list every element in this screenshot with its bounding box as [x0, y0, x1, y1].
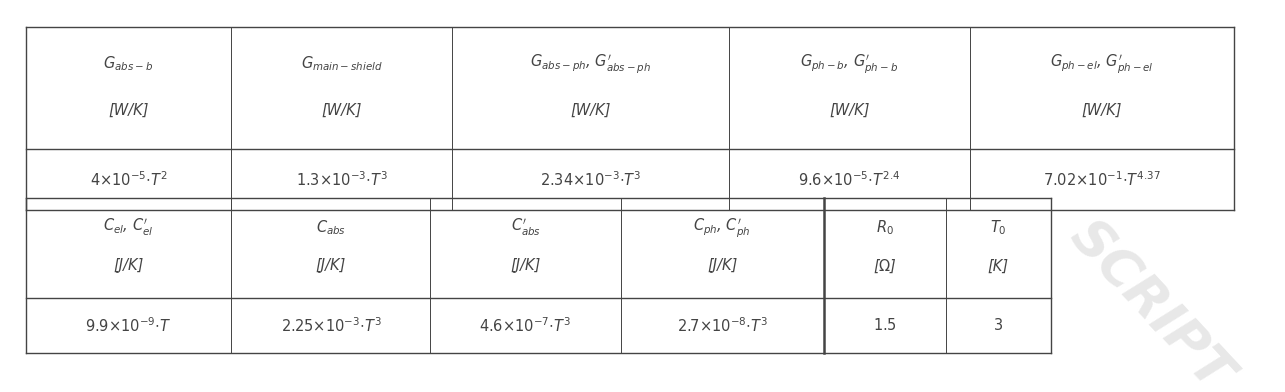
Text: [K]: [K] [988, 258, 1009, 274]
Text: $1.3{\times}10^{-3}{\cdot}T^{3}$: $1.3{\times}10^{-3}{\cdot}T^{3}$ [296, 170, 388, 189]
Text: [W/K]: [W/K] [571, 103, 610, 118]
Text: $C_{ph}$, $C^{\prime}_{ph}$: $C_{ph}$, $C^{\prime}_{ph}$ [694, 216, 750, 240]
Text: $4.6{\times}10^{-7}{\cdot}T^{3}$: $4.6{\times}10^{-7}{\cdot}T^{3}$ [479, 316, 572, 335]
Text: [$\Omega$]: [$\Omega$] [873, 257, 897, 275]
Text: [W/K]: [W/K] [1082, 103, 1122, 118]
Text: [J/K]: [J/K] [113, 258, 144, 274]
Text: $9.9{\times}10^{-9}{\cdot}T$: $9.9{\times}10^{-9}{\cdot}T$ [85, 316, 172, 335]
Text: $7.02{\times}10^{-1}{\cdot}T^{4.37}$: $7.02{\times}10^{-1}{\cdot}T^{4.37}$ [1043, 170, 1160, 189]
Text: $C_{el}$, $C^{\prime}_{el}$: $C_{el}$, $C^{\prime}_{el}$ [103, 218, 154, 238]
Text: $4{\times}10^{-5}{\cdot}T^{2}$: $4{\times}10^{-5}{\cdot}T^{2}$ [90, 170, 167, 189]
Text: $G_{abs-b}$: $G_{abs-b}$ [104, 54, 153, 73]
Text: [J/K]: [J/K] [316, 258, 346, 274]
Text: $G_{abs-ph}$, $G^{\prime}_{abs-ph}$: $G_{abs-ph}$, $G^{\prime}_{abs-ph}$ [529, 53, 651, 75]
Text: $G_{main-shield}$: $G_{main-shield}$ [301, 54, 383, 73]
Text: [W/K]: [W/K] [108, 103, 149, 118]
Text: SCRIPT: SCRIPT [1059, 211, 1241, 392]
Text: $T_{0}$: $T_{0}$ [991, 219, 1006, 237]
Text: $2.7{\times}10^{-8}{\cdot}T^{3}$: $2.7{\times}10^{-8}{\cdot}T^{3}$ [677, 316, 767, 335]
Text: $1.5$: $1.5$ [873, 318, 897, 333]
Text: [J/K]: [J/K] [510, 258, 541, 274]
Text: $G_{ph-el}$, $G^{\prime}_{ph-el}$: $G_{ph-el}$, $G^{\prime}_{ph-el}$ [1050, 53, 1154, 75]
Text: $2.34{\times}10^{-3}{\cdot}T^{3}$: $2.34{\times}10^{-3}{\cdot}T^{3}$ [540, 170, 641, 189]
Text: $9.6{\times}10^{-5}{\cdot}T^{2.4}$: $9.6{\times}10^{-5}{\cdot}T^{2.4}$ [798, 170, 901, 189]
Text: [J/K]: [J/K] [707, 258, 738, 274]
Text: $C^{\prime}_{abs}$: $C^{\prime}_{abs}$ [510, 218, 541, 238]
Text: [W/K]: [W/K] [829, 103, 870, 118]
Text: $G_{ph-b}$, $G^{\prime}_{ph-b}$: $G_{ph-b}$, $G^{\prime}_{ph-b}$ [801, 53, 898, 75]
Text: $C_{abs}$: $C_{abs}$ [316, 219, 346, 237]
Text: $3$: $3$ [993, 318, 1004, 333]
Text: $R_{0}$: $R_{0}$ [876, 219, 893, 237]
Text: $2.25{\times}10^{-3}{\cdot}T^{3}$: $2.25{\times}10^{-3}{\cdot}T^{3}$ [280, 316, 382, 335]
Text: [W/K]: [W/K] [321, 103, 362, 118]
